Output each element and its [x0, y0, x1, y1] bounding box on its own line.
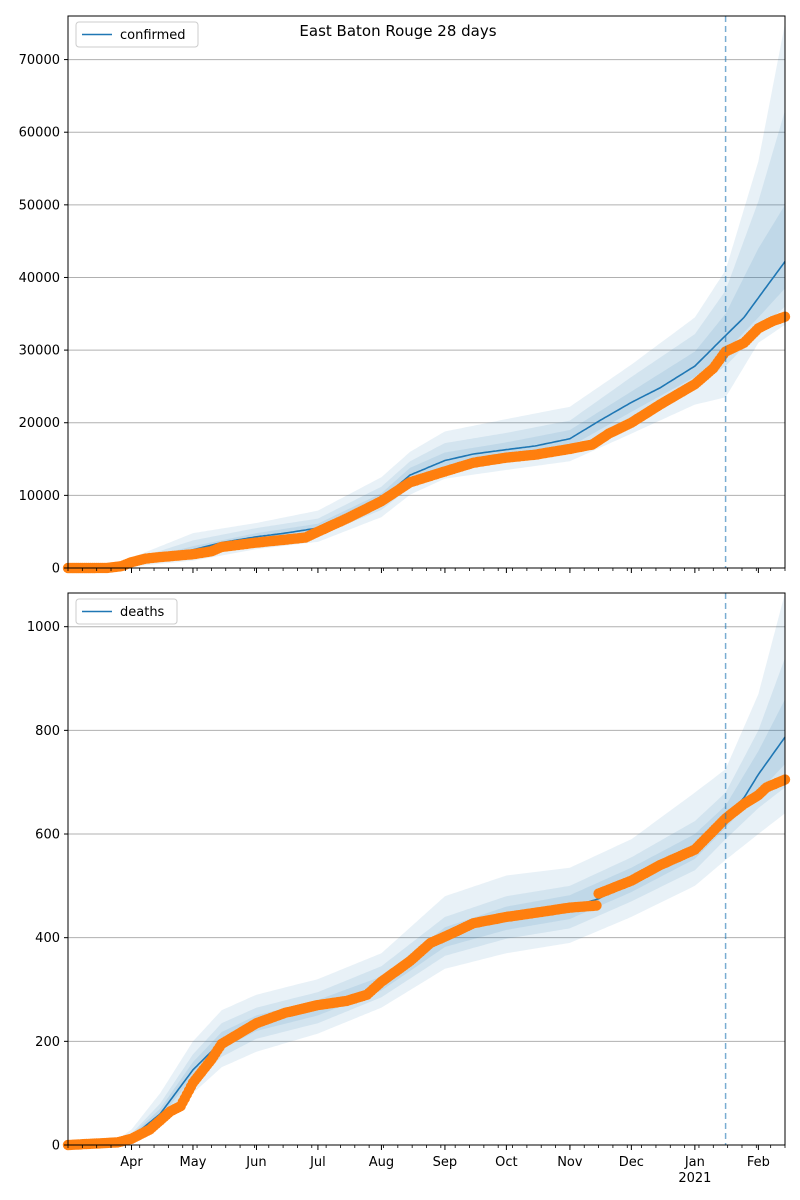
y-tick-label: 30000 — [19, 344, 60, 359]
y-tick-label: 200 — [35, 1035, 60, 1050]
confirmed-legend: confirmed — [75, 21, 199, 48]
deaths-legend: deaths — [75, 598, 178, 625]
y-tick-label: 60000 — [19, 126, 60, 141]
legend-label: deaths — [120, 605, 165, 620]
x-tick-label: Oct — [495, 1155, 517, 1170]
x-tick-label: Jan — [684, 1155, 705, 1170]
observed-point — [591, 900, 602, 911]
x-tick-label: Jul — [309, 1155, 326, 1170]
y-tick-label: 0 — [52, 1139, 60, 1154]
x-tick-label: Feb — [747, 1155, 770, 1170]
y-tick-label: 20000 — [19, 416, 60, 431]
y-tick-label: 10000 — [19, 489, 60, 504]
y-tick-label: 1000 — [27, 620, 60, 635]
x-year-label: 2021 — [678, 1171, 711, 1186]
x-tick-label: Apr — [120, 1155, 143, 1170]
confirmed-panel: 0 10000 20000 30000 40000 50000 60000 70000 conf… — [19, 15, 791, 577]
confirmed-band-3 — [68, 204, 785, 568]
x-tick-label: Dec — [619, 1155, 644, 1170]
y-tick-label: 70000 — [19, 53, 60, 68]
x-tick-label: Sep — [433, 1155, 458, 1170]
deaths-observed-series — [62, 774, 791, 1151]
legend-box — [75, 21, 199, 48]
y-tick-label: 600 — [35, 828, 60, 843]
legend-label: confirmed — [120, 28, 186, 43]
y-tick-label: 40000 — [19, 271, 60, 286]
x-tick-label: May — [180, 1155, 207, 1170]
x-tick-label: Nov — [557, 1155, 583, 1170]
deaths-panel: 0 200 400 600 800 1000 Apr May Jun Jul Aug Sep Oct No… — [27, 592, 791, 1186]
x-tick-label: Aug — [369, 1155, 394, 1170]
y-tick-label: 0 — [52, 562, 60, 577]
confirmed-observed-series — [62, 311, 791, 574]
y-tick-label: 50000 — [19, 198, 60, 213]
deaths-band-1 — [68, 593, 785, 1145]
y-tick-label: 400 — [35, 931, 60, 946]
y-tick-label: 800 — [35, 724, 60, 739]
chart-title: East Baton Rouge 28 days — [299, 22, 496, 40]
legend-box — [75, 598, 178, 625]
x-tick-label: Jun — [245, 1155, 266, 1170]
